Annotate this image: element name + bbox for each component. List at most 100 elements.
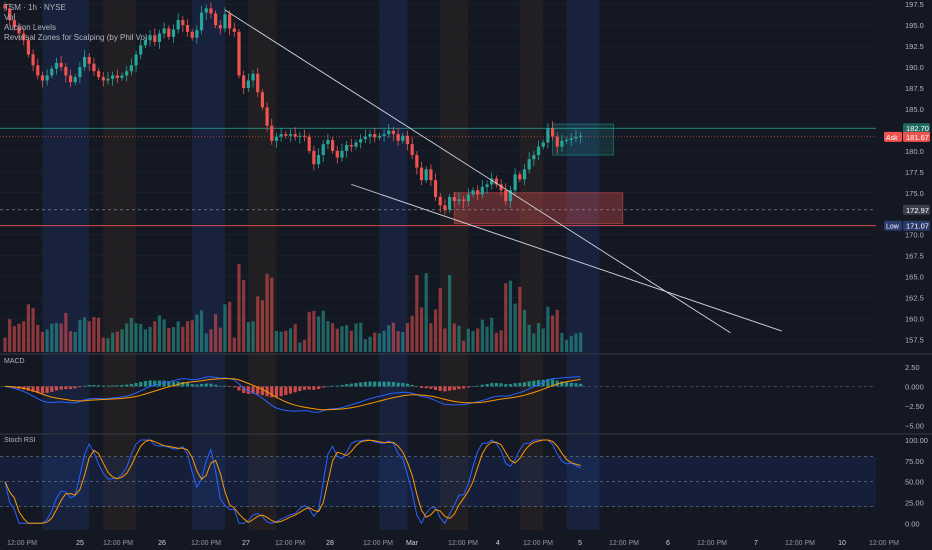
macd-histogram-bar: [433, 386, 438, 390]
macd-histogram-bar: [565, 382, 569, 387]
macd-histogram-bar: [499, 383, 503, 387]
macd-histogram-bar: [560, 381, 564, 387]
volume-bar: [17, 323, 21, 352]
volume-bar: [87, 321, 91, 352]
candle-body: [476, 190, 480, 195]
candle-body: [363, 136, 367, 140]
volume-bar: [3, 337, 7, 352]
candle-body: [82, 56, 87, 68]
volume-bar: [574, 333, 578, 352]
volume-bar: [316, 316, 321, 352]
macd-histogram-bar: [340, 385, 344, 387]
macd-histogram-bar: [438, 386, 442, 391]
session-band: [192, 0, 225, 530]
candle-body: [171, 29, 176, 37]
candle-body: [546, 128, 550, 143]
volume-bar: [36, 324, 40, 352]
macd-histogram-bar: [242, 386, 246, 394]
macd-histogram-bar: [256, 386, 260, 395]
macd-histogram-bar: [199, 383, 204, 387]
candle-body: [17, 26, 21, 34]
macd-histogram-bar: [125, 384, 129, 387]
candle-body: [466, 194, 470, 202]
symbol-title: TSM · 1h · NYSE: [4, 3, 66, 12]
macd-histogram-bar: [368, 381, 372, 387]
session-band: [379, 0, 408, 530]
macd-histogram-bar: [462, 386, 466, 389]
macd-histogram-bar: [424, 386, 428, 389]
macd-histogram-bar: [167, 381, 171, 387]
resistance-price-tag-bg: [903, 123, 930, 134]
macd-histogram-bar: [401, 382, 405, 387]
session-band: [440, 0, 469, 530]
macd-histogram-bar: [415, 386, 419, 387]
macd-histogram-bar: [466, 386, 470, 388]
volume-bar: [569, 335, 573, 352]
stoch-tick-label: 100.00: [905, 436, 928, 445]
supply-zone: [552, 123, 614, 156]
volume-bar: [125, 323, 129, 352]
macd-histogram-bar: [457, 386, 461, 390]
macd-tick-label: −2.50: [905, 402, 924, 411]
macd-histogram-bar: [373, 381, 377, 387]
time-tick-label: 12:00 PM: [448, 540, 478, 547]
volume-bar: [480, 319, 484, 352]
candle-body: [204, 8, 208, 13]
time-tick-label: 12:00 PM: [523, 540, 553, 547]
candle-body: [31, 54, 35, 66]
macd-histogram-bar: [97, 385, 101, 387]
volume-bar: [97, 317, 101, 352]
vol-indicator-label: Vol: [4, 13, 16, 22]
volume-bar: [382, 330, 386, 352]
volume-bar: [22, 321, 26, 352]
time-tick-label: Mar: [406, 540, 419, 547]
volume-bar: [476, 328, 480, 352]
candle-body: [45, 75, 49, 81]
macd-histogram-bar: [490, 383, 494, 387]
volume-bar: [415, 275, 419, 352]
volume-bar: [171, 327, 176, 352]
time-tick-label: 26: [158, 540, 166, 547]
macd-histogram-bar: [494, 382, 498, 387]
volume-bar: [246, 322, 250, 352]
macd-histogram-bar: [485, 383, 489, 387]
price-tick-label: 187.5: [905, 84, 924, 93]
candle-body: [405, 135, 410, 145]
candle-body: [391, 130, 396, 135]
macd-histogram-bar: [73, 386, 77, 389]
volume-bar: [335, 328, 339, 352]
candle-body: [129, 65, 133, 72]
volume-bar: [59, 323, 63, 352]
candle-body: [270, 125, 274, 141]
candle-body: [87, 56, 91, 64]
candle-body: [536, 146, 541, 156]
volume-bar: [490, 317, 494, 352]
candle-body: [448, 196, 452, 210]
candle-body: [167, 28, 171, 37]
macd-tick-label: −5.00: [905, 422, 924, 431]
macd-histogram-bar: [302, 386, 307, 390]
candle-body: [359, 139, 363, 143]
macd-histogram-bar: [508, 384, 513, 387]
candle-body: [162, 28, 166, 34]
candle-body: [462, 199, 466, 202]
macd-histogram-bar: [293, 386, 297, 393]
volume-bar: [448, 275, 452, 352]
macd-histogram-bar: [410, 384, 414, 387]
candle-body: [457, 199, 461, 202]
candle-body: [532, 155, 536, 160]
price-tick-label: 180.0: [905, 147, 924, 156]
volume-bar: [331, 323, 335, 352]
candle-body: [228, 14, 232, 29]
volume-bar: [50, 323, 54, 352]
macd-histogram-bar: [59, 386, 63, 390]
stoch-tick-label: 25.00: [905, 499, 924, 508]
candle-body: [302, 135, 307, 137]
macd-histogram-bar: [232, 386, 236, 388]
macd-histogram-bar: [162, 380, 166, 387]
volume-bar: [405, 323, 410, 352]
volume-bar: [579, 332, 583, 352]
volume-bar: [368, 336, 372, 352]
